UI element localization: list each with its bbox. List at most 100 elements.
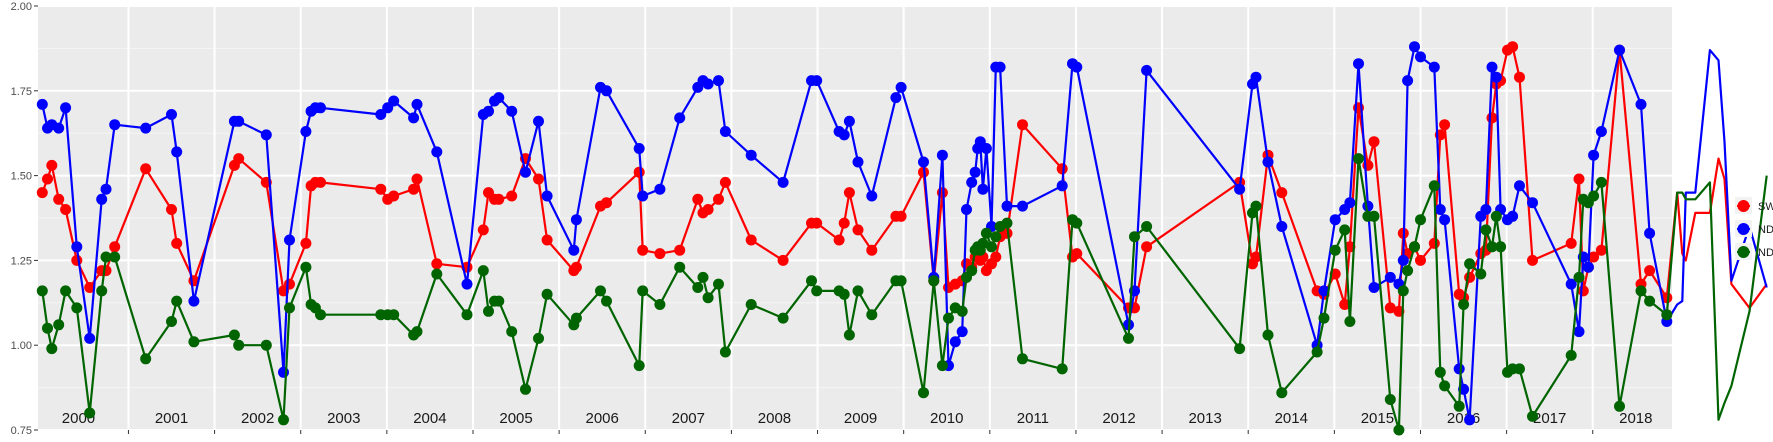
data-point-ndvi [637, 190, 649, 202]
data-point-ndvi [84, 332, 96, 344]
data-point-swir [233, 153, 245, 165]
data-point-ndwi [1339, 224, 1351, 236]
data-point-ndwi [838, 288, 850, 300]
data-point-ndvi [100, 183, 112, 195]
data-point-ndvi [1250, 71, 1262, 83]
data-point-ndvi [949, 336, 961, 348]
data-point-ndvi [36, 98, 48, 110]
legend-label-ndwi: NDWI [1758, 247, 1773, 259]
data-point-swir [1071, 248, 1083, 260]
data-point-ndvi [1480, 204, 1492, 215]
data-point-ndvi [977, 183, 989, 195]
data-point-ndvi [1565, 278, 1577, 290]
data-point-ndvi [895, 81, 907, 93]
data-point-ndvi [570, 214, 582, 226]
data-point-ndvi [811, 75, 823, 87]
data-point-swir [1250, 251, 1262, 263]
data-point-ndwi [506, 326, 518, 338]
data-point-ndvi [1234, 183, 1246, 195]
data-point-swir [1464, 271, 1476, 283]
data-point-ndvi [140, 122, 152, 134]
data-point-ndwi [284, 302, 295, 314]
year-label: 2017 [1533, 410, 1566, 427]
data-point-ndwi [36, 285, 48, 297]
data-point-ndwi [1514, 363, 1525, 375]
data-point-ndvi [520, 166, 531, 178]
year-label: 2007 [672, 410, 705, 427]
y-tick-label: 1.25 [11, 255, 32, 267]
year-label: 2014 [1275, 410, 1308, 427]
data-point-ndwi [1318, 312, 1330, 324]
data-point-ndwi [1001, 217, 1013, 229]
data-point-ndwi [1234, 343, 1246, 355]
data-point-swir [493, 193, 505, 205]
data-point-swir [1573, 173, 1585, 185]
data-point-swir [692, 193, 704, 205]
data-point-ndvi [961, 204, 972, 215]
year-label: 2010 [930, 410, 963, 427]
data-point-ndwi [1276, 387, 1288, 399]
data-point-swir [408, 183, 420, 195]
data-point-ndvi [674, 112, 686, 124]
data-point-ndwi [633, 360, 645, 372]
data-point-ndwi [601, 295, 612, 307]
data-point-ndwi [674, 261, 686, 273]
data-point-swir [1486, 112, 1498, 124]
data-point-swir [84, 282, 96, 293]
data-point-ndwi [777, 312, 789, 324]
y-tick-label: 1.75 [11, 86, 32, 98]
data-point-swir [100, 265, 112, 277]
data-point-swir [719, 176, 731, 188]
data-point-ndvi [60, 102, 72, 114]
data-point-ndwi [1434, 366, 1446, 378]
data-point-ndwi [411, 326, 423, 338]
data-point-ndwi [595, 285, 606, 297]
data-point-ndwi [315, 309, 326, 321]
data-point-swir [42, 173, 53, 185]
data-point-ndvi [541, 190, 553, 202]
data-point-swir [654, 248, 666, 260]
data-point-ndwi [843, 329, 855, 341]
year-label: 2003 [327, 410, 360, 427]
data-point-swir [53, 193, 65, 205]
data-point-swir [990, 251, 1002, 263]
data-point-ndvi [1344, 197, 1356, 209]
data-point-swir [1141, 241, 1153, 253]
data-point-swir [140, 163, 152, 175]
data-point-ndwi [46, 343, 58, 355]
data-point-ndvi [1056, 180, 1068, 192]
data-point-ndvi [1582, 261, 1594, 273]
data-point-swir [431, 258, 443, 270]
data-point-ndwi [986, 241, 997, 253]
data-point-swir [171, 237, 183, 249]
data-point-ndwi [1129, 231, 1140, 243]
data-point-ndvi [461, 278, 473, 290]
data-point-ndwi [806, 275, 817, 287]
data-point-ndvi [388, 95, 400, 107]
data-point-ndwi [1595, 176, 1607, 188]
data-point-swir [702, 204, 714, 215]
data-point-swir [1368, 136, 1380, 148]
data-point-ndwi [260, 339, 272, 351]
data-point-ndwi [71, 302, 83, 314]
data-point-ndvi [1514, 180, 1525, 192]
data-point-ndwi [493, 295, 505, 307]
data-point-ndwi [1123, 332, 1134, 344]
data-point-ndwi [977, 237, 989, 249]
year-label: 2008 [758, 410, 791, 427]
data-point-ndvi [171, 146, 183, 158]
data-point-ndwi [1635, 285, 1647, 297]
data-point-ndvi [1439, 214, 1451, 226]
data-point-ndvi [375, 109, 387, 120]
data-point-swir [1527, 254, 1538, 266]
data-point-ndwi [990, 231, 1002, 243]
data-point-ndwi [1475, 268, 1487, 280]
data-point-swir [1384, 302, 1396, 314]
data-point-ndwi [60, 285, 72, 297]
data-point-ndvi [284, 234, 295, 246]
data-point-ndwi [956, 305, 968, 317]
data-point-ndwi [1141, 221, 1153, 232]
data-point-ndvi [315, 102, 326, 114]
data-point-ndwi [1428, 180, 1440, 192]
data-point-ndvi [431, 146, 443, 158]
